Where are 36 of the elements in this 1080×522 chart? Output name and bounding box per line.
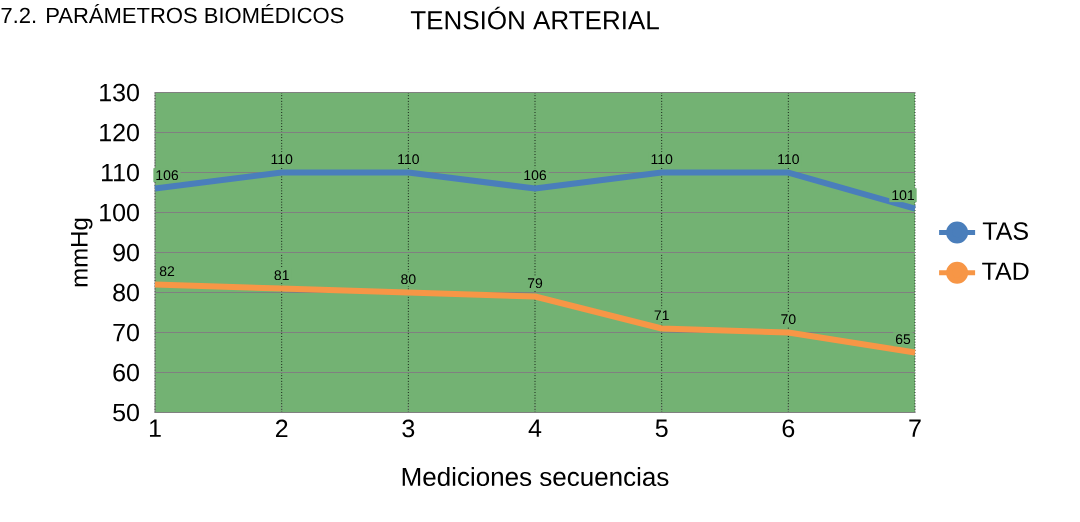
chart-title: TENSIÓN ARTERIAL (410, 6, 659, 30)
data-label: 81 (274, 270, 289, 281)
data-label: 101 (892, 190, 914, 201)
x-tick-label: 3 (402, 419, 415, 438)
x-tick-label: 6 (782, 419, 795, 438)
data-label: 65 (895, 334, 911, 345)
data-label: 110 (651, 154, 673, 165)
data-label: 110 (271, 154, 293, 165)
data-label: 80 (401, 274, 416, 285)
y-axis-title: mmHg (71, 218, 93, 287)
data-label: 79 (527, 278, 543, 289)
y-tick-label: 80 (113, 283, 139, 302)
legend-label: TAS (982, 222, 1028, 241)
y-tick-label: 50 (113, 403, 139, 422)
y-tick-label: 70 (113, 323, 139, 342)
data-label: 106 (156, 170, 179, 181)
data-label: 110 (398, 154, 419, 165)
data-label: 106 (524, 170, 547, 181)
data-label: 70 (781, 314, 796, 325)
x-tick-label: 2 (275, 419, 288, 438)
x-tick-label: 7 (909, 419, 921, 438)
legend-label: TAD (982, 262, 1029, 281)
text: 7.2. PARÁMETROS BIOMÉDICOS (1, 4, 344, 24)
x-axis-title: Mediciones secuencias (402, 467, 669, 487)
y-tick-label: 110 (102, 163, 139, 182)
x-tick-label: 1 (149, 419, 161, 438)
y-tick-label: 60 (113, 363, 139, 382)
x-tick-label: 4 (528, 419, 542, 438)
y-tick-label: 120 (100, 123, 139, 142)
data-label: 71 (654, 310, 669, 321)
data-label: 110 (778, 154, 799, 165)
y-tick-label: 130 (100, 83, 139, 102)
y-tick-label: 90 (113, 243, 139, 262)
x-tick-label: 5 (655, 419, 668, 438)
y-tick-label: 100 (100, 203, 139, 222)
data-label: 82 (159, 266, 175, 277)
